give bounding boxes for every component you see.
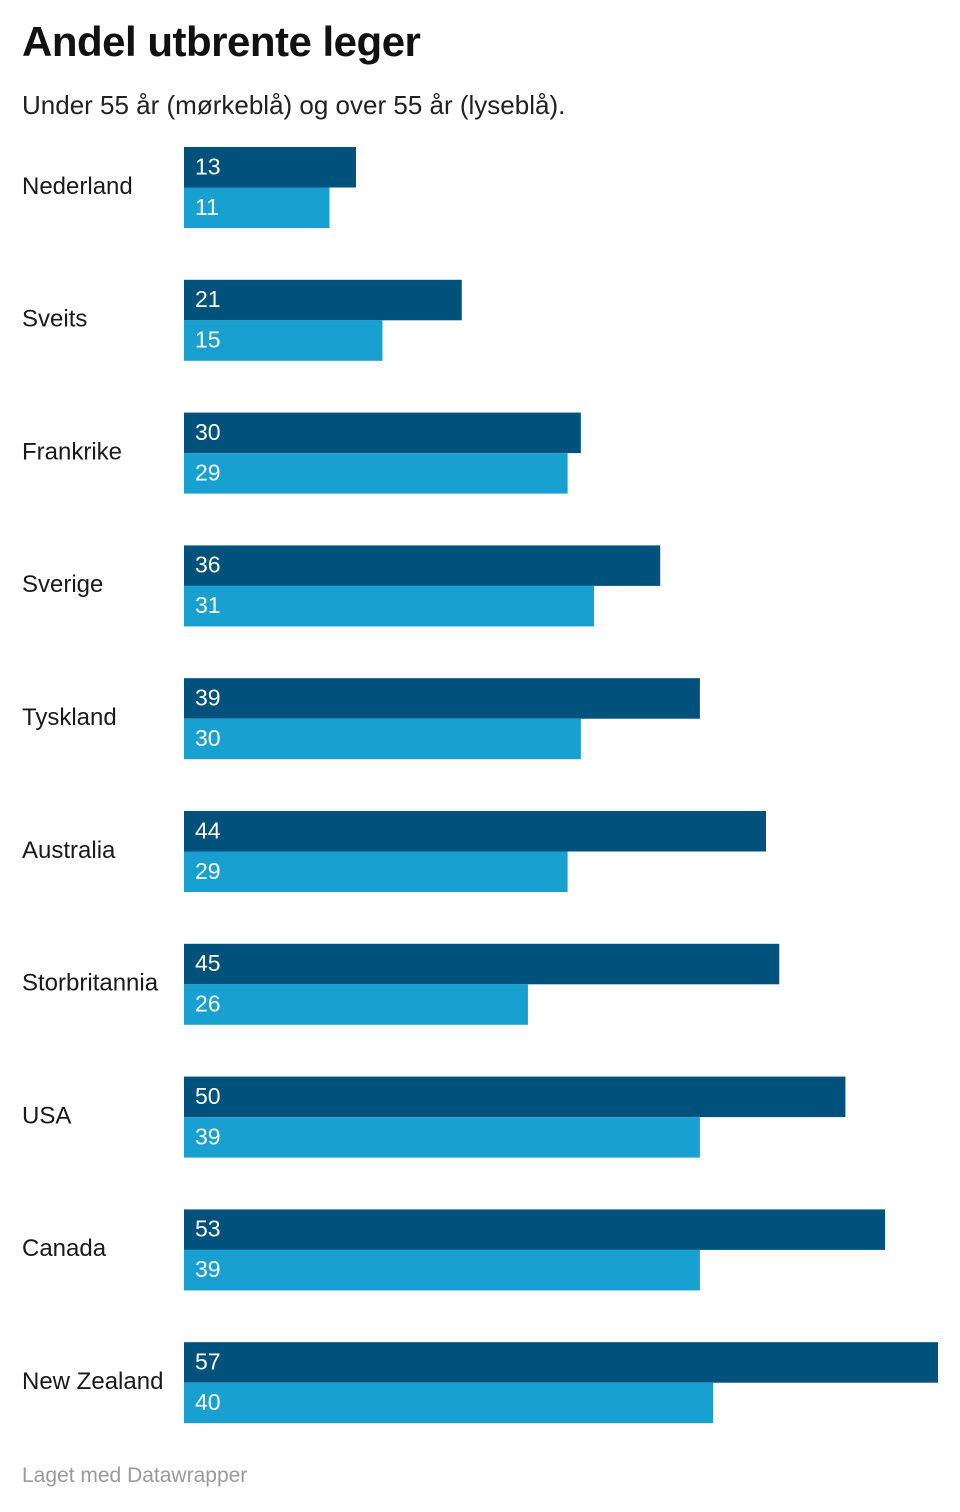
- category-label: Canada: [22, 1235, 107, 1262]
- bar-over-55: [184, 585, 595, 627]
- category-label: USA: [22, 1102, 71, 1129]
- category-label: Storbritannia: [22, 970, 159, 997]
- bar-value-label: 21: [195, 286, 221, 312]
- bar-over-55: [184, 718, 581, 760]
- bar-over-55: [184, 984, 528, 1025]
- bar-under-55: [184, 412, 581, 454]
- bar-over-55: [184, 1249, 700, 1291]
- bar-value-label: 50: [195, 1083, 221, 1109]
- bar-value-label: 39: [195, 1123, 221, 1149]
- bar-value-label: 26: [195, 991, 221, 1017]
- chart-title: Andel utbrente leger: [22, 18, 421, 65]
- category-label: Nederland: [22, 173, 133, 200]
- bar-under-55: [184, 1209, 886, 1250]
- chart-subtitle: Under 55 år (mørkeblå) og over 55 år (ly…: [22, 90, 566, 120]
- category-label: Frankrike: [22, 438, 122, 465]
- bar-under-55: [184, 678, 700, 719]
- bar-over-55: [184, 320, 383, 361]
- bar-chart: Nederland 13 11 Sveits 21 15 Frankrike 30 29 Sver…: [22, 147, 938, 1424]
- bar-value-label: 31: [195, 592, 221, 618]
- category-label: Sverige: [22, 571, 103, 598]
- bar-under-55: [184, 1342, 938, 1383]
- category-label: New Zealand: [22, 1368, 163, 1395]
- bar-value-label: 11: [195, 194, 219, 220]
- bar-value-label: 29: [195, 858, 221, 884]
- bar-value-label: 40: [195, 1389, 221, 1415]
- bar-under-55: [184, 147, 356, 188]
- bar-over-55: [184, 851, 568, 892]
- bar-value-label: 13: [195, 153, 221, 179]
- bar-value-label: 29: [195, 459, 221, 485]
- bar-under-55: [184, 279, 462, 321]
- bar-value-label: 57: [195, 1349, 221, 1375]
- bar-under-55: [184, 545, 661, 586]
- bar-over-55: [184, 1117, 700, 1158]
- bar-value-label: 39: [195, 685, 221, 711]
- bar-value-label: 30: [195, 419, 221, 445]
- bar-value-label: 30: [195, 725, 221, 751]
- bar-value-label: 39: [195, 1256, 221, 1282]
- bar-over-55: [184, 187, 330, 228]
- bar-value-label: 36: [195, 552, 221, 578]
- bar-value-label: 15: [195, 327, 221, 353]
- category-label: Sveits: [22, 306, 87, 333]
- footer-credit: Laget med Datawrapper: [22, 1464, 248, 1487]
- category-label: Tyskland: [22, 704, 117, 731]
- bar-value-label: 45: [195, 950, 221, 976]
- bar-under-55: [184, 943, 780, 985]
- bar-over-55: [184, 1382, 714, 1424]
- bar-value-label: 53: [195, 1216, 221, 1242]
- bar-over-55: [184, 453, 568, 494]
- bar-under-55: [184, 811, 767, 852]
- category-label: Australia: [22, 837, 116, 864]
- bar-under-55: [184, 1076, 846, 1118]
- bar-value-label: 44: [195, 817, 221, 843]
